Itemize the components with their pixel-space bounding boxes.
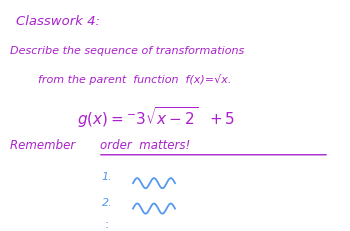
Text: 2.: 2. [102,198,112,207]
Text: Describe the sequence of transformations: Describe the sequence of transformations [10,46,245,56]
Text: Classwork 4:: Classwork 4: [16,15,100,28]
Text: :: : [105,218,109,231]
Text: order  matters!: order matters! [100,139,190,152]
Text: $\mathit{g(x) = {^{-}3}\sqrt{x-2}\ \ +5}$: $\mathit{g(x) = {^{-}3}\sqrt{x-2}\ \ +5}… [77,105,235,130]
Text: Remember: Remember [10,139,83,152]
Text: from the parent  function  f(x)=√x.: from the parent function f(x)=√x. [38,74,232,85]
Text: 1.: 1. [102,172,112,182]
